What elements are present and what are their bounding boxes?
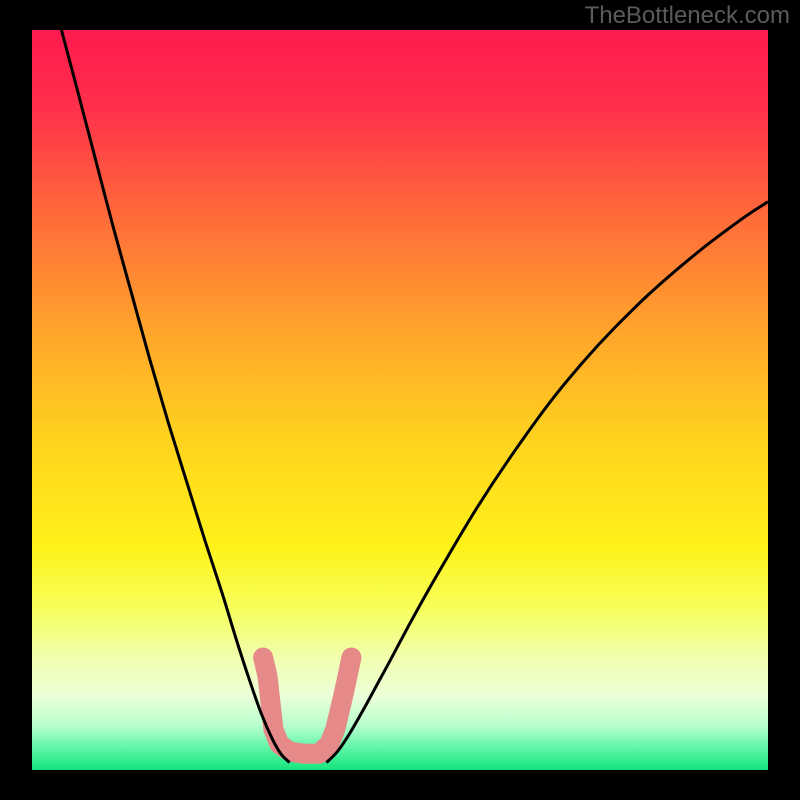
valley-marker-segment xyxy=(263,658,351,754)
curve-layer xyxy=(32,30,768,770)
watermark-text: TheBottleneck.com xyxy=(585,2,790,30)
plot-area xyxy=(32,30,768,770)
right-ascending-curve xyxy=(326,202,768,763)
